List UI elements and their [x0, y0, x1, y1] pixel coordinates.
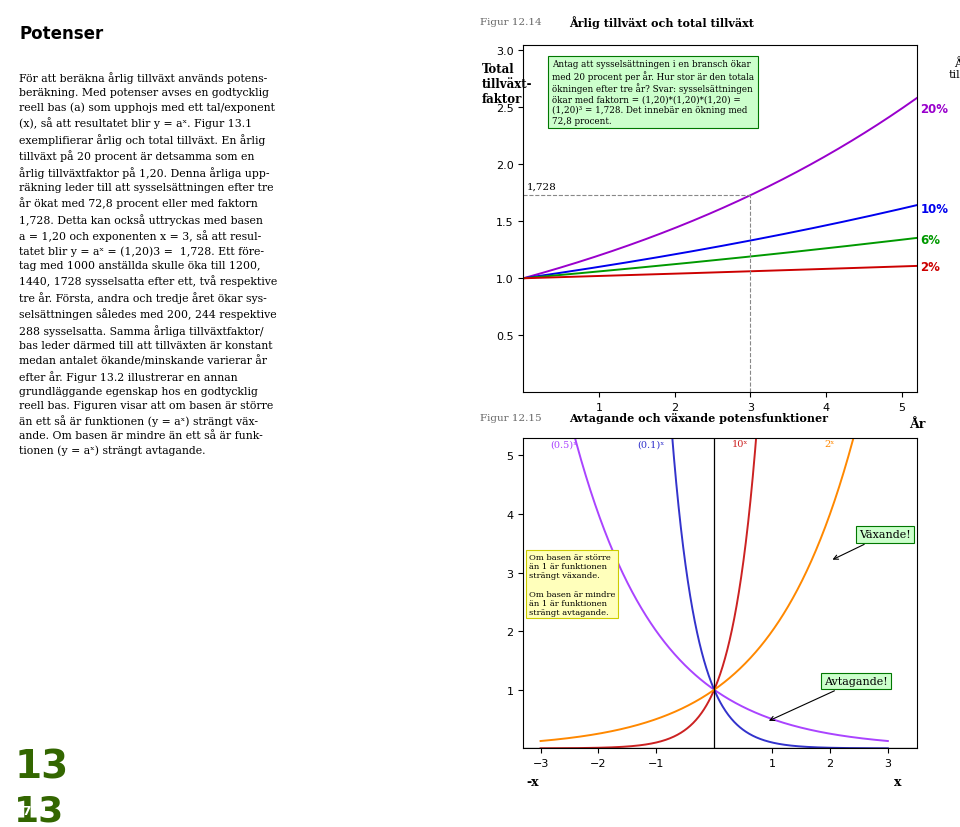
Text: 10ˣ: 10ˣ — [732, 440, 749, 449]
Text: Total
tillväxt-
faktor: Total tillväxt- faktor — [482, 63, 532, 106]
Text: Avtagande!: Avtagande! — [770, 676, 888, 720]
Text: Antag att sysselsättningen i en bransch ökar
med 20 procent per år. Hur stor är : Antag att sysselsättningen i en bransch … — [552, 60, 755, 126]
Text: Årlig tillväxt och total tillväxt: Årlig tillväxt och total tillväxt — [569, 17, 755, 29]
Text: 10%: 10% — [921, 203, 948, 216]
Text: x: x — [894, 775, 901, 788]
Text: 2ˣ: 2ˣ — [825, 440, 835, 449]
Text: 13: 13 — [14, 748, 69, 786]
Text: 1,728: 1,728 — [527, 183, 557, 192]
Text: 6%: 6% — [921, 234, 941, 247]
Text: För att beräkna årlig tillväxt används potens-
beräkning. Med potenser avses en : För att beräkna årlig tillväxt används p… — [19, 72, 277, 456]
Text: Figur 12.14: Figur 12.14 — [480, 18, 548, 27]
Text: 13: 13 — [14, 793, 64, 827]
Text: Avtagande och växande potensfunktioner: Avtagande och växande potensfunktioner — [569, 412, 828, 423]
Text: Växande!: Växande! — [833, 530, 911, 560]
Text: 2%: 2% — [921, 261, 941, 274]
Text: Om basen är större
än 1 är funktionen
strängt växande.

Om basen är mindre
än 1 : Om basen är större än 1 är funktionen st… — [529, 553, 615, 616]
Text: Potenser: Potenser — [19, 25, 104, 43]
Text: År: År — [909, 418, 925, 431]
Text: 20%: 20% — [921, 103, 948, 116]
Text: Årlig
tillväxt: Årlig tillväxt — [948, 56, 960, 80]
Text: 176: 176 — [14, 804, 40, 817]
Text: Att beräkna tillväxttakter i Excel: Att beräkna tillväxttakter i Excel — [72, 804, 279, 817]
Text: (0.5)ˣ: (0.5)ˣ — [550, 440, 577, 449]
Text: Figur 12.15: Figur 12.15 — [480, 414, 548, 422]
Text: (0.1)ˣ: (0.1)ˣ — [636, 440, 664, 449]
Text: -x: -x — [526, 775, 539, 788]
